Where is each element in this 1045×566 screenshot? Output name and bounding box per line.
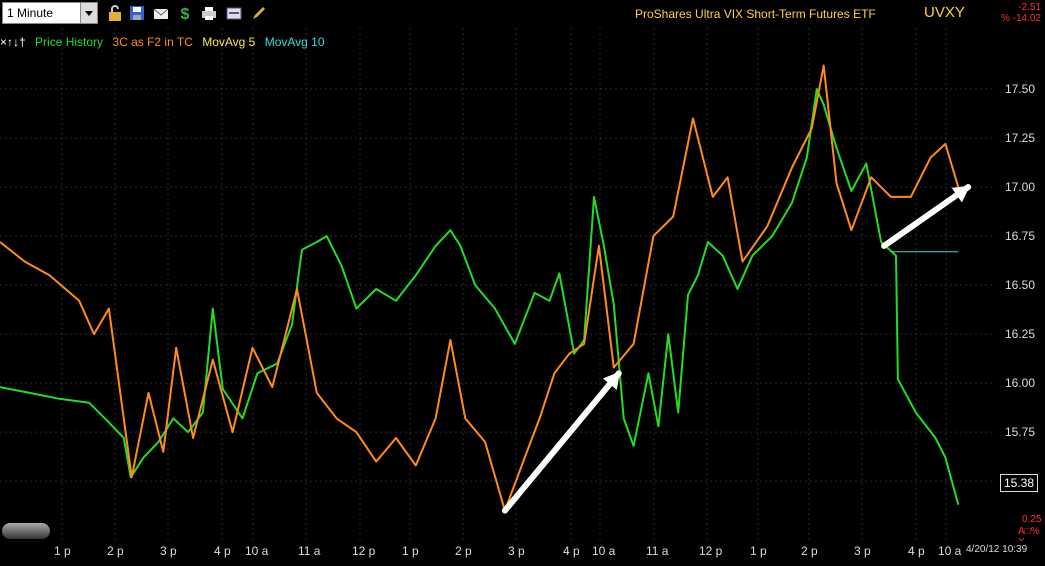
legend-price-history[interactable]: Price History: [35, 35, 104, 49]
print-icon[interactable]: [200, 4, 218, 22]
y-tick-label: 16.00: [1005, 376, 1035, 390]
x-tick-label: 12 p: [352, 544, 376, 558]
trend-arrow-0: [501, 370, 622, 514]
toolbar: 1 Minute $ ProShares Ultra VIX Short-Ter…: [0, 0, 1045, 28]
x-tick-label: 3 p: [508, 544, 525, 558]
dropdown-icon[interactable]: [80, 3, 97, 23]
x-tick-label: 1 p: [402, 544, 419, 558]
y-tick-label: 17.50: [1005, 82, 1035, 96]
chart-series: [0, 64, 960, 512]
mail-icon[interactable]: [152, 4, 170, 22]
pencil-icon[interactable]: [250, 4, 268, 22]
svg-text:$: $: [181, 6, 190, 22]
x-tick-label: 2 p: [455, 544, 472, 558]
aux-value: 0.25: [1022, 514, 1042, 525]
y-tick-label: 17.00: [1005, 180, 1035, 194]
x-tick-label: 12 p: [699, 544, 723, 558]
chart-legend: ×↑↓† Price History 3C as F2 in TC MovAvg…: [0, 35, 331, 49]
y-tick-label: 16.75: [1005, 229, 1035, 243]
series-line-3c-as-f2-in-tc: [0, 64, 960, 512]
interval-select[interactable]: 1 Minute: [2, 2, 98, 24]
last-price-tag: 15.38: [1000, 474, 1038, 492]
series-line-price-history: [0, 88, 960, 505]
y-tick-label: 15.75: [1005, 425, 1035, 439]
y-tick-label: 16.25: [1005, 327, 1035, 341]
x-tick-label: 1 p: [54, 544, 71, 558]
x-tick-label: 10 a: [938, 544, 962, 558]
date-label: 4/20/12 10:39: [966, 544, 1028, 555]
x-tick-label: 10 a: [592, 544, 616, 558]
percent-change: % -14.02: [1000, 13, 1041, 24]
x-tick-label: 11 a: [646, 544, 669, 558]
legend-arrows[interactable]: ×↑↓†: [0, 35, 26, 49]
lock-icon[interactable]: [106, 4, 124, 22]
legend-movavg-10[interactable]: MovAvg 10: [264, 35, 325, 49]
save-icon[interactable]: [128, 4, 146, 22]
x-tick-label: 11 a: [298, 544, 321, 558]
x-tick-label: 10 a: [245, 544, 269, 558]
x-tick-label: 2 p: [107, 544, 124, 558]
x-tick-label: 4 p: [908, 544, 925, 558]
time-axis-bar: [0, 541, 1045, 566]
dollar-icon[interactable]: $: [176, 4, 194, 22]
y-tick-label: 16.50: [1005, 278, 1035, 292]
instrument-title: ProShares Ultra VIX Short-Term Futures E…: [635, 7, 876, 21]
x-tick-label: 1 p: [750, 544, 767, 558]
x-tick-label: 4 p: [563, 544, 580, 558]
price-chart[interactable]: 17.50 17.25 17.00 16.75 16.50 16.25 16.00 15.75…: [0, 0, 1045, 541]
legend-3c[interactable]: 3C as F2 in TC: [112, 35, 193, 49]
chart-icon[interactable]: [225, 4, 243, 22]
x-tick-label: 2 p: [801, 544, 818, 558]
y-tick-label: 17.25: [1005, 131, 1035, 145]
trend-arrow-1: [881, 184, 972, 249]
x-tick-label: 3 p: [160, 544, 177, 558]
interval-value: 1 Minute: [7, 6, 54, 20]
instrument-symbol: UVXY: [924, 4, 965, 21]
change-readout: -2.51 % -14.02: [1001, 2, 1041, 24]
chart-grid: [0, 28, 995, 540]
legend-movavg-5[interactable]: MovAvg 5: [202, 35, 256, 49]
scroll-thumb[interactable]: [2, 523, 50, 539]
x-tick-label: 4 p: [214, 544, 231, 558]
chart-annotations: [501, 184, 972, 514]
net-change: -2.51: [1018, 2, 1041, 13]
y-axis: 17.50 17.25 17.00 16.75 16.50 16.25 16.00 15.75…: [1005, 82, 1035, 488]
x-tick-label: 3 p: [854, 544, 871, 558]
